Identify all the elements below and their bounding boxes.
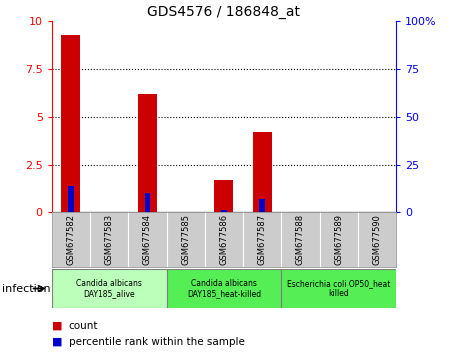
- Text: GSM677584: GSM677584: [143, 214, 152, 266]
- Bar: [221, 210, 227, 212]
- Bar: [214, 180, 234, 212]
- Title: GDS4576 / 186848_at: GDS4576 / 186848_at: [148, 5, 301, 19]
- Text: percentile rank within the sample: percentile rank within the sample: [69, 337, 245, 347]
- Text: ■: ■: [52, 321, 62, 331]
- Text: infection: infection: [2, 284, 51, 293]
- Text: Candida albicans
DAY185_heat-killed: Candida albicans DAY185_heat-killed: [187, 279, 261, 298]
- Text: count: count: [69, 321, 99, 331]
- Text: Candida albicans
DAY185_alive: Candida albicans DAY185_alive: [76, 279, 142, 298]
- Bar: [61, 35, 81, 212]
- Bar: [138, 94, 157, 212]
- Text: GSM677588: GSM677588: [296, 214, 305, 266]
- Bar: [52, 269, 166, 308]
- Text: GSM677585: GSM677585: [181, 214, 190, 266]
- Text: GSM677589: GSM677589: [334, 214, 343, 266]
- Text: Escherichia coli OP50_heat
killed: Escherichia coli OP50_heat killed: [287, 279, 390, 298]
- Text: GSM677587: GSM677587: [257, 214, 266, 266]
- Bar: [166, 269, 281, 308]
- Bar: [252, 132, 272, 212]
- Bar: [281, 269, 396, 308]
- Bar: [144, 193, 150, 212]
- Text: ■: ■: [52, 337, 62, 347]
- Bar: [68, 185, 74, 212]
- Text: GSM677590: GSM677590: [373, 215, 382, 265]
- Text: GSM677586: GSM677586: [220, 214, 228, 266]
- Text: GSM677582: GSM677582: [67, 214, 76, 266]
- Bar: [259, 199, 265, 212]
- Text: GSM677583: GSM677583: [104, 214, 113, 266]
